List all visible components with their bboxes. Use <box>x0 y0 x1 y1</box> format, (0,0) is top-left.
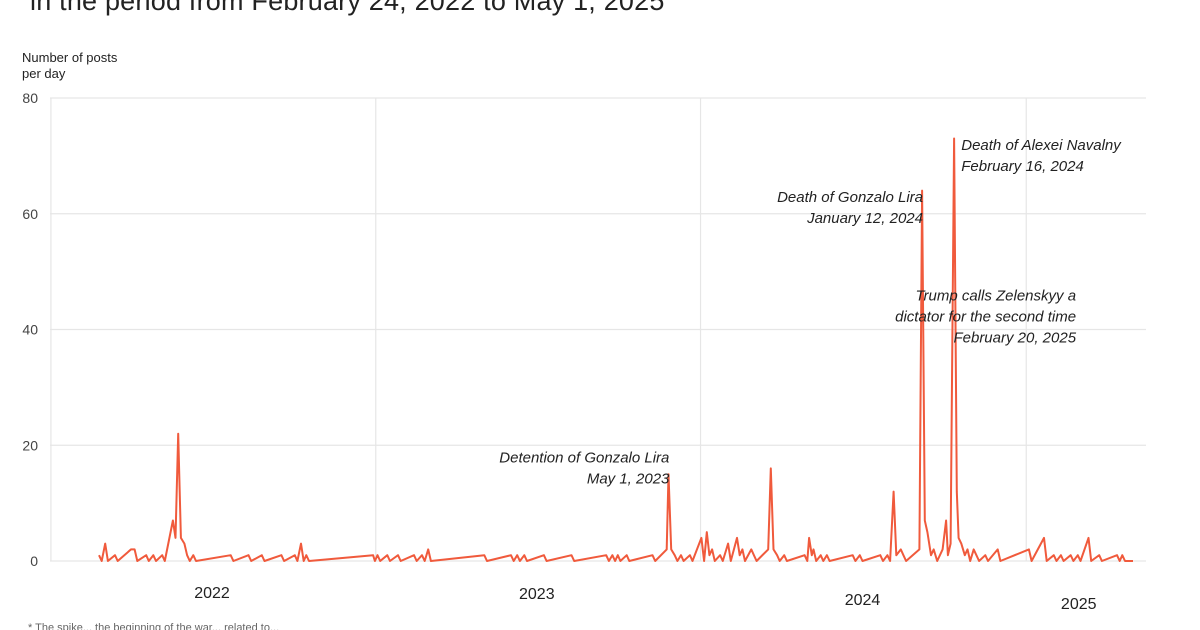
y-tick-label: 0 <box>30 553 38 569</box>
annotation-label: February 16, 2024 <box>961 158 1084 175</box>
y-tick-label: 60 <box>22 206 38 222</box>
annotation-label: Death of Gonzalo Lira <box>777 189 923 206</box>
x-tick-label: 2022 <box>194 585 230 602</box>
annotation-label: Death of Alexei Navalny <box>961 137 1122 154</box>
y-tick-label: 20 <box>22 437 38 453</box>
footnote: * The spike... the beginning of the war.… <box>28 622 280 630</box>
annotation-label: dictator for the second time <box>895 309 1076 326</box>
annotation-label: May 1, 2023 <box>587 471 670 488</box>
x-tick-label: 2024 <box>845 592 881 609</box>
annotation-label: Trump calls Zelenskyy a <box>915 288 1076 305</box>
annotation-label: Detention of Gonzalo Lira <box>499 450 669 467</box>
y-tick-label: 80 <box>22 90 38 106</box>
y-tick-label: 40 <box>22 322 38 338</box>
chart-subtitle: in the period from February 24, 2022 to … <box>30 0 665 16</box>
annotation-label: February 20, 2025 <box>953 330 1076 347</box>
x-tick-label: 2023 <box>519 586 555 603</box>
series-line <box>98 137 1133 562</box>
y-axis-label: Number of posts per day <box>22 50 118 81</box>
x-tick-label: 2025 <box>1061 596 1097 613</box>
annotation-label: January 12, 2024 <box>806 210 923 227</box>
